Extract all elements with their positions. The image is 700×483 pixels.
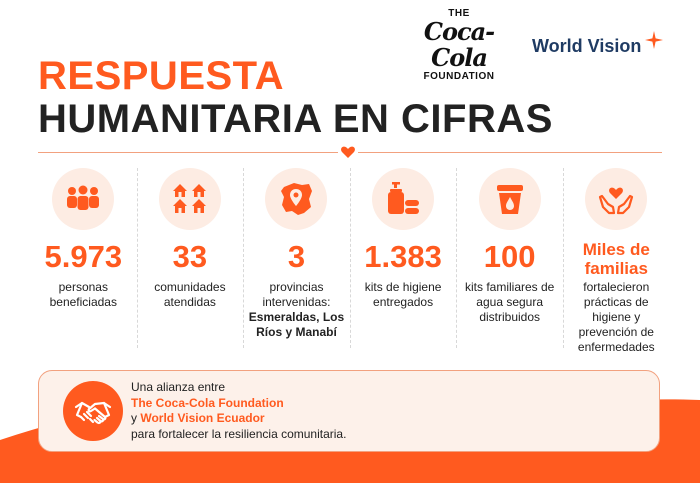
stat-water-kits: 100 kits familiares de agua segura distr… [456, 168, 563, 360]
cc-logo-script: Coca-Cola [423, 17, 495, 72]
alliance-box: Una alianza entre The Coca-Cola Foundati… [38, 370, 660, 452]
alliance-line-1: Una alianza entre [131, 380, 226, 394]
stat-label: comunidades atendidas [154, 280, 226, 309]
stat-label: fortalecieron prácticas de higiene y pre… [577, 280, 655, 354]
alliance-text: Una alianza entre The Coca-Cola Foundati… [131, 380, 346, 442]
stat-provinces-list: Esmeraldas, Los Ríos y Manabí [248, 310, 345, 339]
stat-icon-circle [585, 168, 648, 230]
alliance-icon-circle [63, 381, 123, 441]
alliance-conjunction: y [131, 411, 137, 425]
alliance-line-3: y World Vision Ecuador [131, 411, 346, 427]
stat-communities: 33 comunidades atendidas [136, 168, 244, 360]
stat-number: 5.973 [44, 239, 123, 274]
stat-number: 33 [172, 239, 208, 274]
stat-label: kits de higiene entregados [364, 280, 442, 309]
handshake-icon [74, 401, 112, 425]
heart-icon [341, 146, 355, 158]
stats-row: 5.973 personas beneficiadas [30, 168, 670, 360]
partner-logos: THE Coca-Cola FOUNDATION World Vision [404, 8, 700, 82]
people-icon [67, 185, 100, 210]
stat-number: Miles de familias [582, 240, 650, 278]
cc-logo-the: THE [448, 8, 470, 19]
stat-label: kits familiares de agua segura distribui… [464, 280, 555, 324]
alliance-line-4: para fortalecer la resiliencia comunitar… [131, 426, 347, 441]
houses-icon [172, 184, 206, 213]
stat-label: personas beneficiadas [49, 280, 117, 309]
stat-icon-circle [372, 168, 435, 230]
stat-number: 100 [483, 239, 536, 274]
cc-logo-foundation: FOUNDATION [423, 71, 495, 82]
stat-number: 3 [287, 239, 306, 274]
stat-label: provincias intervenidas: [262, 280, 331, 309]
stat-provinces: 3 provincias intervenidas: Esmeraldas, L… [243, 168, 350, 360]
divider-left [38, 152, 338, 153]
stat-icon-circle [478, 168, 541, 230]
stat-icon-circle [158, 168, 221, 230]
star-icon [645, 30, 664, 49]
alliance-org-1: The Coca-Cola Foundation [131, 395, 284, 410]
page-title: RESPUESTA HUMANITARIA EN CIFRAS [38, 55, 553, 141]
water-bucket-icon [496, 185, 523, 214]
stat-people: 5.973 personas beneficiadas [30, 168, 137, 360]
stat-icon-circle [265, 168, 328, 230]
divider-right [358, 152, 662, 153]
title-line-1: RESPUESTA [38, 54, 285, 98]
world-vision-logo: World Vision [532, 30, 665, 57]
heart-hands-icon [599, 187, 634, 215]
alliance-org-2: World Vision Ecuador [140, 411, 265, 425]
hygiene-kit-icon [388, 182, 420, 214]
coca-cola-foundation-logo: THE Coca-Cola FOUNDATION [404, 8, 514, 82]
stat-hygiene-kits: 1.383 kits de higiene entregados [349, 168, 457, 360]
stat-families: Miles de familias fortalecieron práctica… [562, 168, 670, 360]
stat-icon-circle [52, 168, 115, 230]
map-pin-icon [281, 183, 313, 215]
title-line-2: HUMANITARIA EN CIFRAS [38, 97, 553, 141]
stat-number: 1.383 [364, 239, 442, 274]
world-vision-wordmark: World Vision [532, 36, 642, 56]
